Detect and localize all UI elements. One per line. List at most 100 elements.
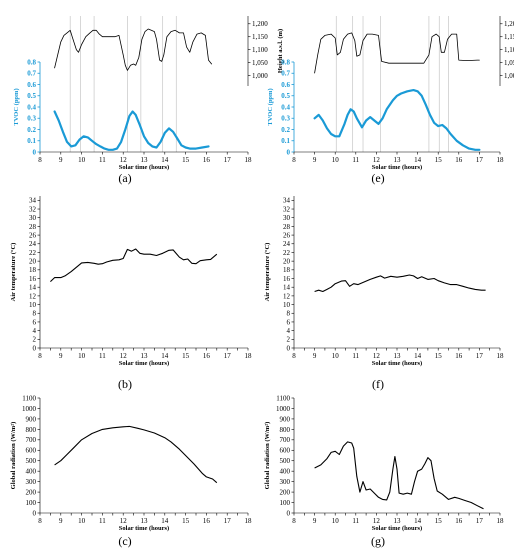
- y-tick-label: 0: [33, 148, 37, 156]
- y-tick-label: 16: [283, 275, 291, 283]
- y2-tick-label: 1,100: [252, 46, 268, 54]
- y-tick-label: 18: [29, 266, 37, 274]
- x-tick-label: 18: [245, 517, 253, 525]
- y-tick-label: 6: [287, 318, 291, 326]
- y-tick-label: 0.7: [281, 70, 290, 78]
- panel-label: (c): [118, 534, 131, 548]
- x-tick-label: 9: [313, 517, 317, 525]
- y-tick-label: 900: [280, 415, 291, 423]
- x-axis-label: Solar time (hours): [372, 525, 422, 532]
- series-line: [314, 441, 484, 510]
- y-tick-label: 30: [283, 214, 291, 222]
- y-tick-label: 16: [29, 275, 37, 283]
- y-tick-label: 200: [26, 488, 37, 496]
- x-tick-label: 15: [182, 517, 190, 525]
- y-tick-label: 0: [33, 344, 37, 352]
- y-tick-label: 0.4: [27, 103, 36, 111]
- panel-label: (e): [371, 171, 384, 185]
- x-tick-label: 18: [245, 352, 253, 360]
- x-tick-label: 14: [161, 517, 169, 525]
- y-axis-label: Global radiation (W/m²): [10, 422, 17, 490]
- y-tick-label: 300: [280, 478, 291, 486]
- x-tick-label: 16: [203, 352, 211, 360]
- y-tick-label: 0.7: [27, 70, 36, 78]
- y-tick-label: 20: [283, 258, 291, 266]
- y2-axis-label: Height a.s.l. (m): [277, 29, 284, 73]
- y-tick-label: 0.8: [281, 58, 290, 66]
- y-axis-label: Air temperature (°C): [264, 243, 271, 302]
- y-tick-label: 0.6: [27, 81, 36, 89]
- x-tick-label: 11: [352, 352, 359, 360]
- chart-panel-e: 0 0.1 0.2 0.3 0.4 0.5 0.6 0.7 0.8 TVOC (ppm) 1,000…: [267, 16, 514, 185]
- y-tick-label: 30: [29, 214, 37, 222]
- y-tick-label: 900: [26, 415, 37, 423]
- panel-label: (a): [118, 171, 131, 185]
- y-tick-label: 0: [287, 509, 291, 517]
- y-tick-label: 28: [29, 223, 37, 231]
- x-tick-label: 16: [455, 517, 463, 525]
- y-tick-label: 800: [280, 426, 291, 434]
- y-tick-label: 14: [283, 284, 291, 292]
- y-tick-label: 0.2: [27, 126, 36, 134]
- y-tick-label: 0.4: [281, 103, 290, 111]
- y-tick-label: 20: [29, 258, 37, 266]
- y-tick-label: 600: [26, 447, 37, 455]
- x-tick-label: 9: [59, 352, 63, 360]
- x-tick-label: 10: [78, 156, 86, 164]
- tvoc-series-line: [53, 110, 210, 151]
- y-tick-label: 400: [26, 468, 37, 476]
- y-tick-label: 24: [283, 240, 291, 248]
- y2-tick-label: 1,050: [504, 59, 514, 67]
- y-tick-label: 0: [33, 509, 37, 517]
- x-tick-label: 8: [292, 517, 296, 525]
- y-tick-label: 700: [26, 436, 37, 444]
- y-tick-label: 6: [33, 318, 37, 326]
- x-tick-label: 15: [182, 352, 190, 360]
- x-tick-label: 13: [394, 517, 402, 525]
- x-tick-label: 15: [435, 352, 443, 360]
- x-tick-label: 13: [141, 352, 149, 360]
- y-tick-label: 2: [33, 336, 37, 344]
- y-tick-label: 12: [29, 292, 37, 300]
- x-tick-label: 16: [455, 156, 463, 164]
- y-tick-label: 400: [280, 468, 291, 476]
- y-tick-label: 4: [287, 327, 291, 335]
- x-tick-label: 8: [38, 352, 42, 360]
- panel-label: (g): [371, 534, 385, 548]
- y-tick-label: 1000: [22, 405, 37, 413]
- y-tick-label: 0.6: [281, 81, 290, 89]
- x-tick-label: 10: [332, 156, 340, 164]
- x-tick-label: 8: [38, 156, 42, 164]
- y-tick-label: 500: [26, 457, 37, 465]
- x-tick-label: 10: [332, 517, 340, 525]
- y-axis-label: Air temperature (°C): [10, 243, 17, 302]
- x-tick-label: 17: [476, 517, 484, 525]
- y-tick-label: 0: [287, 148, 291, 156]
- y-tick-label: 0.5: [27, 92, 36, 100]
- y-tick-label: 18: [283, 266, 291, 274]
- x-tick-label: 12: [120, 517, 128, 525]
- x-tick-label: 12: [373, 156, 381, 164]
- x-tick-label: 17: [476, 156, 484, 164]
- y2-tick-label: 1,150: [252, 33, 268, 41]
- y-tick-label: 0.3: [27, 115, 36, 123]
- x-tick-label: 17: [224, 517, 232, 525]
- y-tick-label: 1100: [22, 394, 36, 402]
- y-tick-label: 100: [280, 499, 291, 507]
- y-tick-label: 8: [287, 310, 291, 318]
- y2-tick-label: 1,050: [252, 59, 268, 67]
- x-tick-label: 13: [394, 156, 402, 164]
- x-tick-label: 18: [497, 517, 505, 525]
- x-tick-label: 11: [352, 156, 359, 164]
- y-tick-label: 800: [26, 426, 37, 434]
- x-tick-label: 9: [313, 156, 317, 164]
- x-tick-label: 14: [414, 517, 422, 525]
- x-tick-label: 9: [59, 517, 63, 525]
- x-tick-label: 16: [203, 517, 211, 525]
- x-tick-label: 9: [313, 352, 317, 360]
- x-tick-label: 11: [99, 517, 106, 525]
- x-tick-label: 14: [161, 352, 169, 360]
- height-series-line: [54, 28, 212, 71]
- x-tick-label: 12: [373, 517, 381, 525]
